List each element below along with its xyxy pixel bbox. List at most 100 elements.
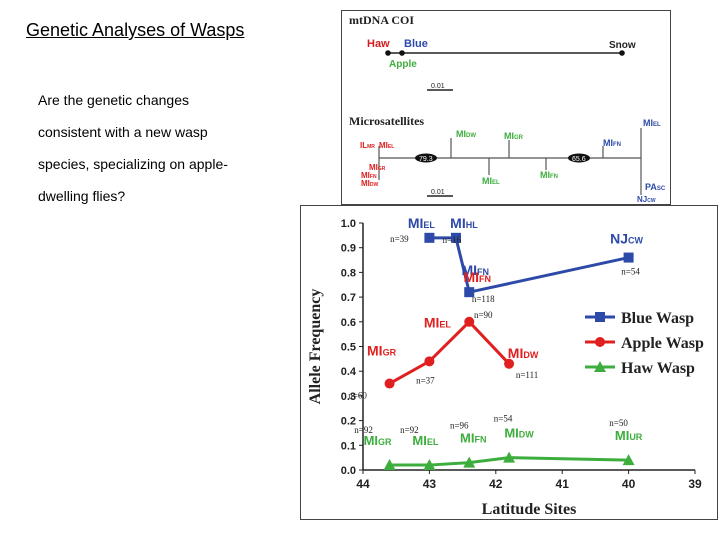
data-label: MIFN xyxy=(461,262,489,278)
data-label: MIEL xyxy=(408,215,436,231)
sample-size-label: n=96 xyxy=(450,421,469,431)
question-line: species, specializing on apple- xyxy=(38,156,228,172)
sample-size-label: n=54 xyxy=(494,414,513,424)
data-label-sub: UR xyxy=(629,432,642,442)
data-point xyxy=(595,337,605,347)
data-label: MIEL xyxy=(424,314,452,330)
sample-size-label: n=39 xyxy=(390,234,409,244)
data-label-sub: CW xyxy=(628,236,643,246)
micro-leaf: MIEL xyxy=(379,141,394,150)
data-label-sub: EL xyxy=(423,220,435,230)
data-label-sub: HL xyxy=(466,220,478,230)
bootstrap-value: 79.3 xyxy=(419,156,433,163)
data-label: MIDW xyxy=(508,345,539,361)
data-point xyxy=(623,252,634,263)
phylogenetic-tree-figure: mtDNA COI Haw Blue Apple Snow 0.01 Micro… xyxy=(341,10,671,205)
data-point xyxy=(463,456,476,468)
sample-size-label: n=50 xyxy=(609,418,628,428)
legend-label: Apple Wasp xyxy=(621,335,704,352)
data-point xyxy=(503,451,516,463)
micro-leaf: MIEL xyxy=(482,176,500,186)
series-line xyxy=(388,319,511,385)
sample-size-label: n=16 xyxy=(443,235,462,245)
data-label: NJCW xyxy=(610,231,643,247)
data-point xyxy=(424,356,435,367)
sample-size-label: n=118 xyxy=(472,294,495,304)
y-tick-label: 0.7 xyxy=(341,292,356,304)
bootstrap-node xyxy=(415,153,437,163)
data-label-site: MI xyxy=(504,426,518,441)
allele-frequency-chart: 0.0 0.1 0.2 0.3 0.4 0.5 0.6 0.7 0.8 0.9 1.0 44 43 42 4… xyxy=(300,205,718,520)
micro-leaf: ILMR xyxy=(360,141,375,150)
data-point xyxy=(423,459,436,471)
data-label-site: MI xyxy=(424,314,440,330)
micro-leaf: MIFN xyxy=(603,138,621,148)
micro-leaf: MIEL xyxy=(643,118,661,128)
data-label: MIFN xyxy=(460,431,486,446)
data-label-site: MI xyxy=(367,343,383,359)
data-label-sub: GR xyxy=(383,348,397,358)
y-tick-label: 0.4 xyxy=(341,366,357,378)
data-label-site: MI xyxy=(615,428,629,443)
data-label: MIUR xyxy=(615,428,643,443)
x-tick-label: 39 xyxy=(688,477,702,491)
y-tick-label: 0.0 xyxy=(341,465,356,477)
x-tick-label: 43 xyxy=(423,477,437,491)
y-tick-label: 0.6 xyxy=(341,317,356,329)
micro-leaf: MIDW xyxy=(456,129,476,139)
data-label-site: MI xyxy=(461,262,477,278)
x-axis-label: Latitude Sites xyxy=(482,501,577,518)
mtdna-snow-label: Snow xyxy=(609,40,636,51)
data-label-site: MI xyxy=(412,433,426,448)
data-label-site: MI xyxy=(508,345,524,361)
data-point xyxy=(595,312,605,322)
data-label-sub: EL xyxy=(439,319,451,329)
data-label-sub: DW xyxy=(523,350,538,360)
micro-leaf: MIFN xyxy=(540,170,558,180)
data-point xyxy=(594,361,606,372)
y-tick-label: 1.0 xyxy=(341,218,356,230)
mtdna-apple-label: Apple xyxy=(389,59,417,70)
micro-heading: Microsatellites xyxy=(349,114,424,128)
data-point xyxy=(424,232,435,243)
mtdna-node xyxy=(399,50,405,56)
mtdna-scale-label: 0.01 xyxy=(431,83,445,90)
data-label-site: MI xyxy=(450,215,466,231)
sample-size-label: n=60 xyxy=(348,391,367,401)
micro-leaf: MIFN xyxy=(361,171,377,180)
data-label-site: MI xyxy=(460,431,474,446)
mtdna-node xyxy=(385,50,391,56)
question-text: Are the genetic changes consistent with … xyxy=(38,84,288,212)
data-point xyxy=(383,459,396,471)
slide-title: Genetic Analyses of Wasps xyxy=(26,20,245,40)
data-label: MIGR xyxy=(367,343,397,359)
series-line xyxy=(429,236,629,294)
data-point xyxy=(464,316,475,327)
data-point xyxy=(464,287,475,298)
data-label-site: NJ xyxy=(610,231,628,247)
data-label-site: MI xyxy=(463,269,479,285)
question-line: consistent with a new wasp xyxy=(38,124,208,140)
sample-size-label: n=37 xyxy=(416,375,435,385)
mtdna-node xyxy=(619,50,625,56)
data-label-site: MI xyxy=(364,433,378,448)
data-label-sub: GR xyxy=(378,437,392,447)
mtdna-blue-label: Blue xyxy=(404,38,428,50)
data-label: MIGR xyxy=(364,433,392,448)
micro-leaf: MIDW xyxy=(361,179,379,188)
mtdna-heading: mtDNA COI xyxy=(349,13,414,27)
data-label: MIHL xyxy=(450,215,478,231)
bootstrap-value: 65.6 xyxy=(572,156,586,163)
x-tick-label: 41 xyxy=(556,477,570,491)
data-label-sub: FN xyxy=(474,435,486,445)
x-tick-label: 44 xyxy=(356,477,370,491)
question-line: dwelling flies? xyxy=(38,188,126,204)
y-axis-label: Allele Frequency xyxy=(307,289,324,405)
data-point xyxy=(504,358,515,369)
sample-size-label: n=90 xyxy=(474,310,493,320)
data-label-sub: EL xyxy=(427,437,439,447)
micro-leaf: PASC xyxy=(645,182,666,192)
bootstrap-node xyxy=(568,153,590,163)
y-tick-label: 0.2 xyxy=(341,416,356,428)
y-tick-label: 0.9 xyxy=(341,243,356,255)
